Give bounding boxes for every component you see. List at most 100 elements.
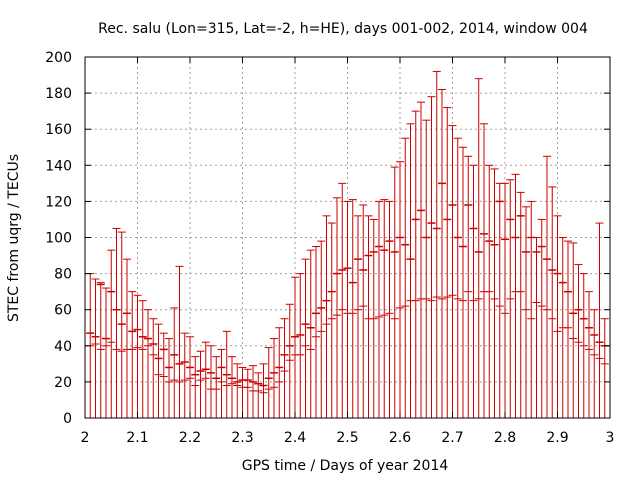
error-bar-point bbox=[186, 336, 194, 418]
y-tick-label: 80 bbox=[54, 267, 72, 283]
error-bar-point bbox=[312, 246, 320, 418]
error-bar-series bbox=[86, 70, 609, 418]
y-tick-label: 200 bbox=[45, 50, 72, 66]
error-bar-point bbox=[201, 341, 210, 418]
error-bar-point bbox=[453, 137, 462, 418]
error-bar-point bbox=[543, 155, 551, 418]
x-tick-label: 2.7 bbox=[441, 430, 463, 446]
chart-title: Rec. salu (Lon=315, Lat=-2, h=HE), days … bbox=[98, 21, 588, 37]
error-bar-point bbox=[170, 307, 179, 418]
x-tick-label: 2 bbox=[81, 430, 90, 446]
error-bar-point bbox=[301, 258, 310, 418]
error-bar-point bbox=[327, 222, 336, 418]
x-tick-label: 3 bbox=[606, 430, 615, 446]
error-bar-point bbox=[359, 204, 368, 418]
error-bar-point bbox=[217, 348, 226, 418]
error-bar-point bbox=[401, 137, 410, 418]
error-bar-point bbox=[375, 200, 383, 418]
x-tick-label: 2.8 bbox=[494, 430, 516, 446]
error-bar-point bbox=[107, 249, 116, 418]
error-bar-point bbox=[306, 249, 315, 418]
x-tick-label: 2.6 bbox=[389, 430, 411, 446]
error-bar-point bbox=[159, 332, 168, 418]
error-bar-point bbox=[396, 161, 404, 418]
error-bar-point bbox=[243, 368, 252, 418]
error-bar-point bbox=[422, 119, 431, 418]
error-bar-point bbox=[144, 309, 152, 418]
error-bar-point bbox=[133, 294, 142, 418]
y-tick-label: 180 bbox=[45, 86, 72, 102]
error-bar-point bbox=[469, 164, 478, 418]
error-bar-point bbox=[138, 300, 147, 418]
error-bar-point bbox=[191, 356, 200, 418]
error-bar-point bbox=[411, 110, 420, 418]
error-bar-point bbox=[222, 330, 231, 418]
error-bar-point bbox=[96, 282, 105, 418]
error-bar-point bbox=[123, 258, 131, 418]
error-bar-point bbox=[317, 240, 326, 418]
error-bar-point bbox=[459, 146, 467, 418]
error-bar-point bbox=[522, 206, 530, 418]
error-bar-point bbox=[117, 231, 126, 418]
error-bar-point bbox=[275, 327, 284, 418]
error-bar-point bbox=[338, 182, 347, 418]
error-bar-point bbox=[506, 179, 515, 418]
error-bar-point bbox=[537, 218, 546, 418]
error-bar-point bbox=[579, 273, 588, 418]
error-bar-point bbox=[438, 88, 446, 418]
error-bar-point bbox=[569, 242, 578, 418]
x-axis-label: GPS time / Days of year 2014 bbox=[242, 458, 449, 474]
error-bar-point bbox=[354, 215, 362, 418]
x-tick-label: 2.5 bbox=[336, 430, 358, 446]
error-bar-point bbox=[264, 347, 273, 418]
error-bar-point bbox=[516, 191, 525, 418]
error-bar-point bbox=[448, 125, 457, 418]
error-bar-point bbox=[574, 264, 583, 418]
error-bar-point bbox=[207, 345, 215, 418]
error-bar-point bbox=[154, 323, 163, 418]
error-bar-point bbox=[501, 182, 509, 418]
error-bar-point bbox=[417, 101, 425, 418]
error-bar-point bbox=[102, 287, 110, 418]
x-tick-label: 2.3 bbox=[231, 430, 253, 446]
error-bar-point bbox=[490, 168, 499, 418]
x-axis-ticks: 2 2.1 2.2 2.3 2.4 2.5 2.6 2.7 2.8 2.9 3 bbox=[81, 57, 615, 446]
error-bar-point bbox=[112, 227, 121, 418]
error-bar-point bbox=[380, 199, 389, 418]
y-tick-label: 20 bbox=[54, 375, 72, 391]
error-bar-point bbox=[364, 215, 373, 418]
error-bar-point bbox=[175, 265, 184, 418]
error-bar-point bbox=[432, 70, 441, 418]
x-tick-label: 2.4 bbox=[284, 430, 306, 446]
error-bar-point bbox=[369, 218, 378, 418]
y-tick-label: 100 bbox=[45, 231, 72, 247]
error-bar-point bbox=[254, 372, 263, 418]
error-bar-point bbox=[590, 309, 599, 418]
error-bar-point bbox=[196, 350, 205, 418]
error-bar-point bbox=[149, 318, 158, 418]
y-tick-label: 120 bbox=[45, 194, 72, 210]
error-bar-point bbox=[385, 200, 394, 418]
error-bar-point bbox=[333, 197, 341, 418]
error-bar-point bbox=[212, 356, 221, 418]
error-bar-point bbox=[280, 318, 289, 418]
error-bar-point bbox=[406, 123, 415, 418]
error-bar-point bbox=[291, 276, 299, 418]
y-tick-label: 140 bbox=[45, 158, 72, 174]
y-tick-label: 60 bbox=[54, 303, 72, 319]
error-bar-point bbox=[91, 278, 100, 418]
y-tick-label: 0 bbox=[63, 411, 72, 427]
y-axis-label: STEC from uqrg / TECUs bbox=[6, 154, 22, 322]
error-bar-point bbox=[128, 291, 137, 418]
error-bar-point bbox=[485, 164, 494, 418]
error-bar-point bbox=[343, 200, 352, 418]
error-bar-point bbox=[553, 215, 562, 418]
error-bar-point bbox=[233, 363, 242, 418]
error-bar-point bbox=[259, 363, 268, 418]
y-axis-ticks: 0 20 40 60 80 100 120 140 160 180 200 bbox=[45, 50, 610, 427]
error-bar-point bbox=[390, 166, 399, 418]
error-bar-point bbox=[322, 215, 331, 418]
error-bar-point bbox=[511, 173, 520, 418]
error-bar-point bbox=[600, 318, 609, 418]
